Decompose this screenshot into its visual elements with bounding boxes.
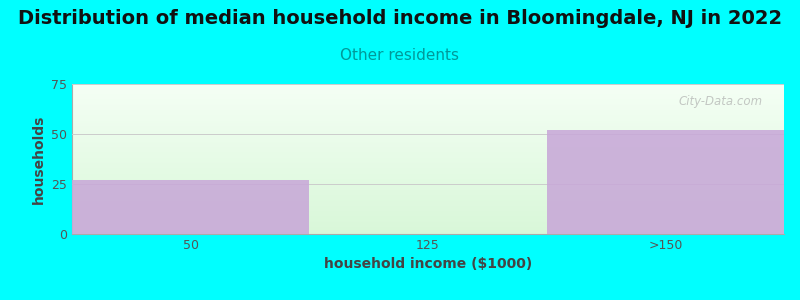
Bar <box>546 130 784 234</box>
Text: City-Data.com: City-Data.com <box>678 94 762 107</box>
X-axis label: household income ($1000): household income ($1000) <box>324 257 532 272</box>
Bar <box>72 180 310 234</box>
Y-axis label: households: households <box>31 114 46 204</box>
Text: Distribution of median household income in Bloomingdale, NJ in 2022: Distribution of median household income … <box>18 9 782 28</box>
Text: Other residents: Other residents <box>341 48 459 63</box>
